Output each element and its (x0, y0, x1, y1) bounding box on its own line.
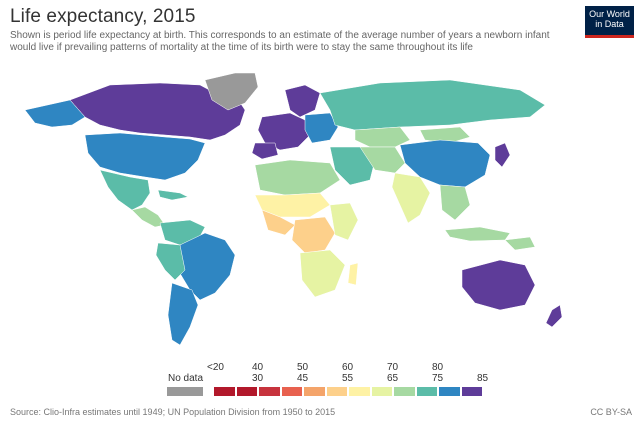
legend-no-data-label: No data (168, 373, 204, 384)
legend-bin-10 (438, 386, 461, 397)
legend-label-bottom-7: 65 (387, 373, 399, 384)
region-papua[interactable] (504, 236, 536, 251)
legend-label-top-2: 40 (252, 362, 264, 373)
region-madagascar[interactable] (347, 262, 359, 286)
region-north-africa[interactable] (254, 159, 341, 196)
region-kazakhstan[interactable] (354, 126, 411, 148)
legend-bin-1 (235, 386, 258, 397)
license-note[interactable]: CC BY-SA (590, 407, 632, 417)
legend-label-top-8: 70 (387, 362, 399, 373)
legend-label-bottom-11: 85 (477, 373, 489, 384)
region-mexico[interactable] (99, 169, 151, 211)
legend-bin-8 (393, 386, 416, 397)
legend-bin-9 (415, 386, 438, 397)
legend-bin-11 (460, 386, 483, 397)
region-southern-africa[interactable] (299, 249, 346, 298)
legend-bin-7 (370, 386, 393, 397)
region-alaska[interactable] (24, 99, 86, 128)
region-eastern-europe[interactable] (304, 112, 339, 144)
owid-logo[interactable]: Our World in Data (585, 6, 634, 38)
legend-label-bottom-1: 30 (252, 373, 264, 384)
legend-bin-2 (258, 386, 281, 397)
logo-line-1: Our World (589, 9, 630, 19)
region-india[interactable] (391, 172, 431, 224)
region-china[interactable] (399, 139, 491, 188)
legend-no-data-swatch (166, 386, 204, 397)
legend-bin-6 (348, 386, 371, 397)
legend-label-top-10: 80 (432, 362, 444, 373)
legend-label-bottom-9: 75 (432, 373, 444, 384)
region-new-zealand[interactable] (545, 304, 563, 328)
region-east-africa[interactable] (329, 202, 359, 241)
legend: No data <20 30 40 45 50 55 60 65 70 75 80 85 (166, 360, 496, 400)
region-southeast-asia[interactable] (439, 184, 471, 221)
region-peru-bolivia[interactable] (155, 242, 186, 281)
world-map (24, 72, 563, 346)
legend-bin-3 (280, 386, 303, 397)
region-scandinavia[interactable] (284, 84, 321, 118)
region-mongolia[interactable] (419, 126, 471, 144)
legend-bin-0 (213, 386, 236, 397)
region-greenland[interactable] (204, 72, 259, 111)
legend-bin-4 (303, 386, 326, 397)
region-brazil[interactable] (177, 232, 236, 301)
chart-subtitle: Shown is period life expectancy at birth… (10, 30, 550, 53)
legend-label-bottom-3: 45 (297, 373, 309, 384)
legend-label-bottom-5: 55 (342, 373, 354, 384)
legend-label-top-0: <20 (207, 362, 224, 373)
region-west-africa[interactable] (261, 209, 296, 236)
region-usa[interactable] (84, 132, 206, 181)
region-indonesia[interactable] (444, 226, 511, 242)
source-note: Source: Clio-Infra estimates until 1949;… (10, 407, 336, 417)
logo-line-2: in Data (595, 19, 624, 29)
region-chile-argentina[interactable] (167, 282, 199, 346)
chart-title: Life expectancy, 2015 (10, 6, 196, 27)
region-canada[interactable] (69, 82, 246, 141)
region-iberia[interactable] (251, 142, 279, 160)
region-australia[interactable] (461, 259, 536, 311)
region-caribbean[interactable] (157, 189, 189, 201)
legend-label-top-6: 60 (342, 362, 354, 373)
region-iran-central[interactable] (359, 146, 406, 174)
region-western-europe[interactable] (257, 112, 311, 151)
region-central-africa[interactable] (291, 216, 336, 254)
legend-label-top-4: 50 (297, 362, 309, 373)
logo-accent-bar (585, 35, 634, 38)
legend-bin-5 (325, 386, 348, 397)
region-russia[interactable] (319, 79, 546, 131)
region-japan-korea[interactable] (494, 142, 511, 168)
